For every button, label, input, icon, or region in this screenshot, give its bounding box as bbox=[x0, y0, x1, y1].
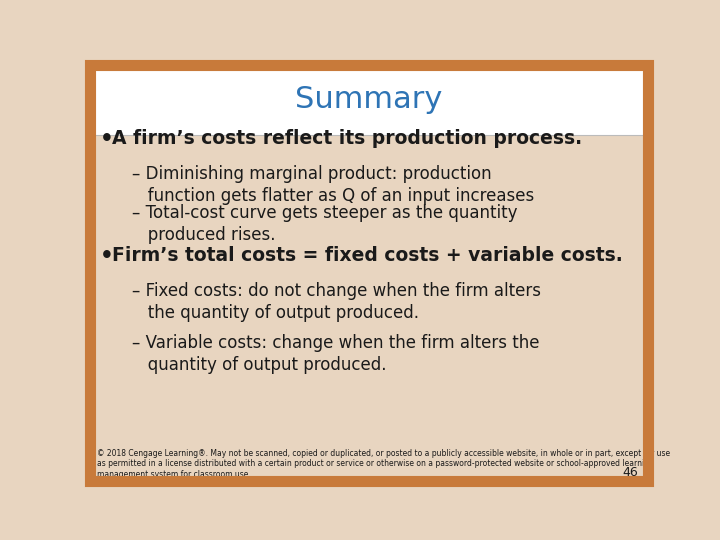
Text: 46: 46 bbox=[622, 465, 638, 478]
Text: •: • bbox=[100, 129, 114, 149]
Text: •: • bbox=[100, 246, 114, 266]
Bar bbox=[90, 65, 648, 134]
Text: A firm’s costs reflect its production process.: A firm’s costs reflect its production pr… bbox=[112, 129, 582, 149]
Text: – Total-cost curve gets steeper as the quantity
   produced rises.: – Total-cost curve gets steeper as the q… bbox=[132, 204, 518, 244]
Text: Summary: Summary bbox=[295, 85, 443, 114]
Text: Firm’s total costs = fixed costs + variable costs.: Firm’s total costs = fixed costs + varia… bbox=[112, 246, 623, 265]
Text: – Variable costs: change when the firm alters the
   quantity of output produced: – Variable costs: change when the firm a… bbox=[132, 334, 539, 374]
Text: © 2018 Cengage Learning®. May not be scanned, copied or duplicated, or posted to: © 2018 Cengage Learning®. May not be sca… bbox=[96, 449, 670, 478]
Text: – Fixed costs: do not change when the firm alters
   the quantity of output prod: – Fixed costs: do not change when the fi… bbox=[132, 282, 541, 322]
Text: – Diminishing marginal product: production
   function gets flatter as Q of an i: – Diminishing marginal product: producti… bbox=[132, 165, 534, 205]
